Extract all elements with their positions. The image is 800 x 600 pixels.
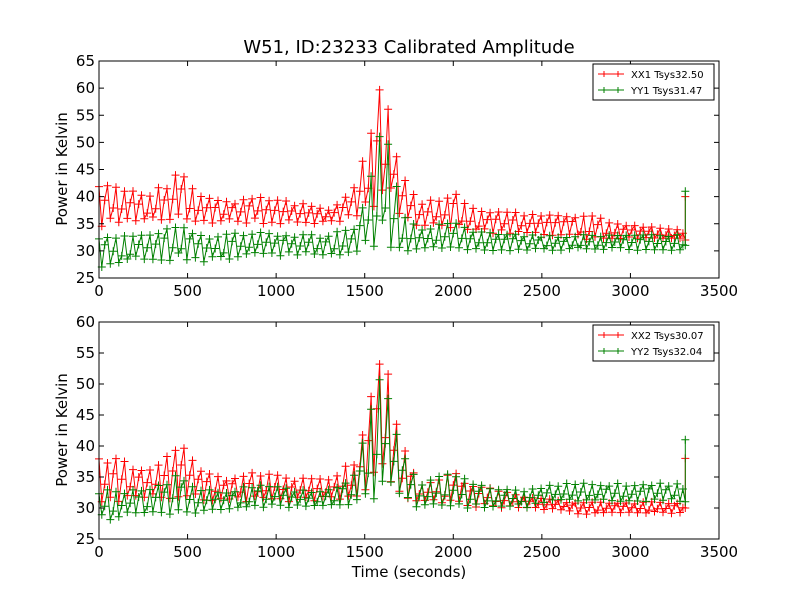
legend-marker-yy1 [601,87,621,93]
bottom-plot-data [95,360,690,524]
x-tick-label: 1000 [257,282,295,300]
bottom-legend-box [592,324,715,362]
y-tick-label: 30 [76,242,95,260]
x-tick-label: 2000 [434,543,472,561]
legend-label-xx1: XX1 Tsys32.50 [631,70,704,81]
top-axis-ticks: 0 500 1000 1500 2000 2500 3000 3500 25 30 35 40 45 50… [76,52,738,300]
legend-entry-xx1: XX1 Tsys32.50 [598,70,704,81]
top-legend: XX1 Tsys32.50 YY1 Tsys31.47 [592,63,715,101]
x-tick-label: 0 [94,543,104,561]
bottom-y-axis-label: Power in Kelvin [53,373,71,487]
legend-entry-yy2: YY2 Tsys32.04 [598,347,702,358]
x-tick-label: 0 [94,282,104,300]
y-tick-label: 55 [76,106,95,124]
y-tick-label: 55 [76,344,95,362]
top-axes-frame [98,60,720,279]
x-tick-label: 2500 [523,282,561,300]
legend-marker-xx1 [601,71,621,77]
y-tick-label: 60 [76,79,95,97]
legend-marker-xx2 [601,332,621,338]
x-tick-label: 1000 [257,543,295,561]
y-tick-label: 35 [76,468,95,486]
legend-label-yy2: YY2 Tsys32.04 [630,347,702,358]
y-tick-label: 45 [76,161,95,179]
bottom-legend: XX2 Tsys30.07 YY2 Tsys32.04 [592,324,715,362]
y-tick-label: 50 [76,375,95,393]
x-tick-label: 2000 [434,282,472,300]
bottom-panel: 0 500 1000 1500 2000 2500 3000 3500 25 30 35 40 45 50… [53,313,738,581]
y-tick-label: 30 [76,499,95,517]
x-tick-label: 1500 [346,282,384,300]
y-tick-label: 45 [76,406,95,424]
x-tick-label: 2500 [523,543,561,561]
legend-label-yy1: YY1 Tsys31.47 [630,86,702,97]
x-tick-label: 500 [173,543,202,561]
y-tick-label: 40 [76,437,95,455]
top-y-axis-label: Power in Kelvin [53,112,71,226]
y-tick-label: 35 [76,215,95,233]
figure-title: W51, ID:23233 Calibrated Amplitude [243,37,574,58]
y-tick-label: 65 [76,52,95,70]
x-tick-label: 3500 [700,543,738,561]
x-tick-label: 500 [173,282,202,300]
y-tick-label: 40 [76,188,95,206]
x-tick-label: 3500 [700,282,738,300]
bottom-axes-frame [98,321,720,540]
top-panel: 0 500 1000 1500 2000 2500 3000 3500 25 30 35 40 45 50… [53,52,738,300]
y-tick-label: 25 [76,269,95,287]
x-tick-label: 3000 [611,282,649,300]
legend-marker-yy2 [601,348,621,354]
top-legend-box [592,63,715,101]
y-tick-label: 60 [76,313,95,331]
y-tick-label: 25 [76,530,95,548]
y-tick-label: 50 [76,133,95,151]
legend-entry-xx2: XX2 Tsys30.07 [598,331,704,342]
bottom-axis-ticks: 0 500 1000 1500 2000 2500 3000 3500 25 30 35 40 45 50… [76,313,738,561]
legend-label-xx2: XX2 Tsys30.07 [631,331,704,342]
x-tick-label: 3000 [611,543,649,561]
x-tick-label: 1500 [346,543,384,561]
x-axis-label: Time (seconds) [351,563,467,581]
legend-entry-yy1: YY1 Tsys31.47 [598,86,702,97]
